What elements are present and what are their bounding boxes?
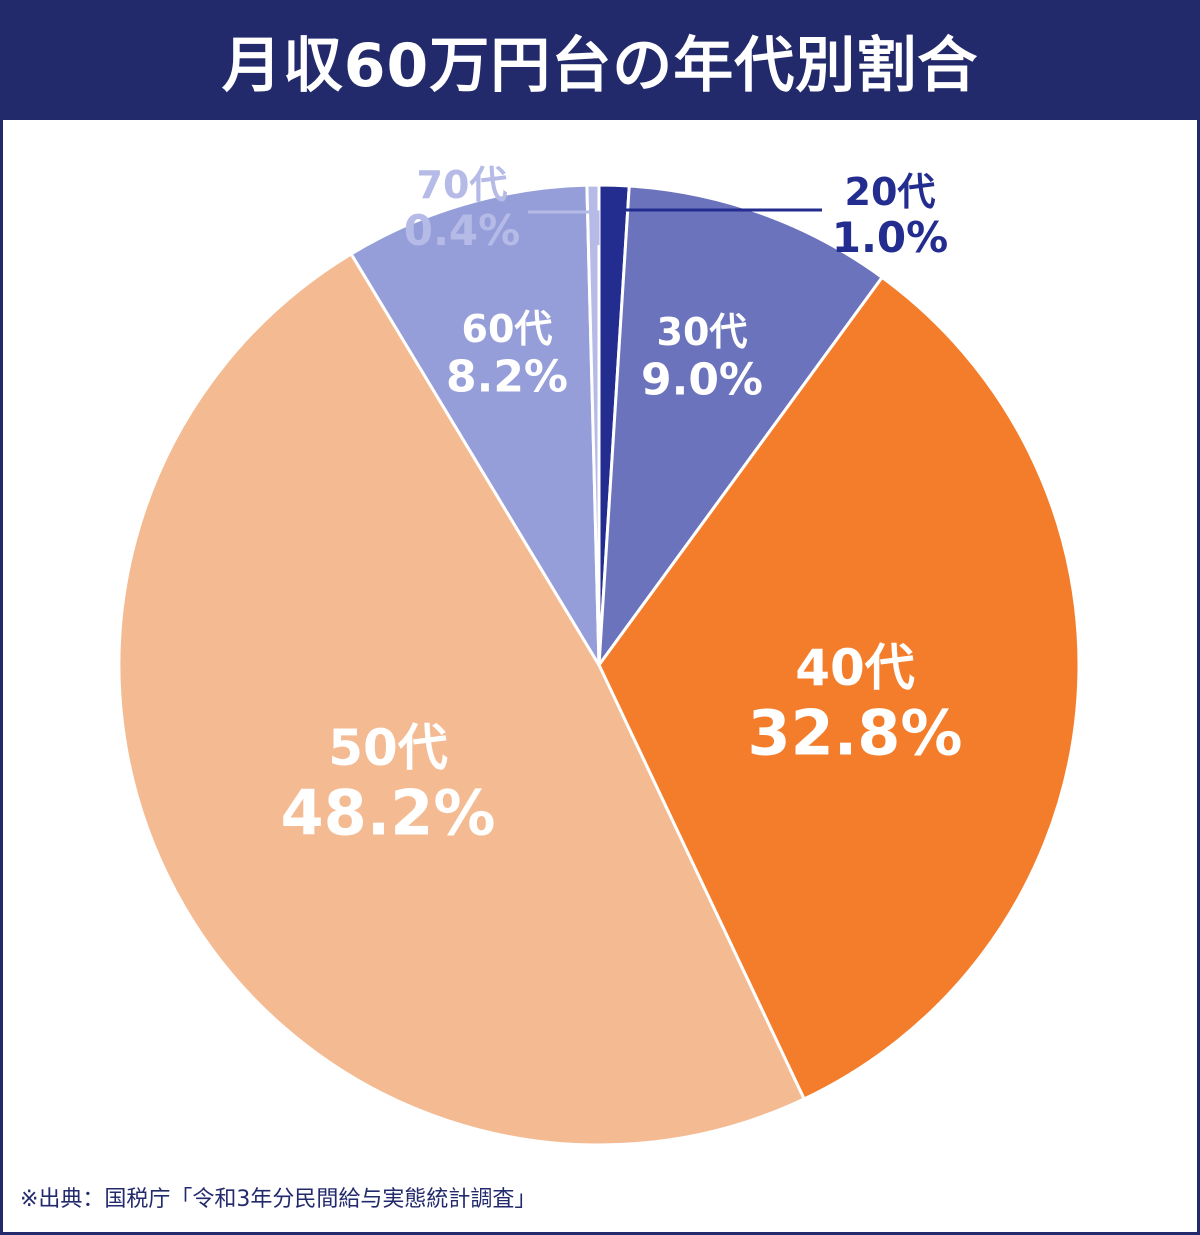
- chart-title: 月収60万円台の年代別割合: [221, 30, 979, 101]
- pie-slice-2: [597, 275, 1081, 1101]
- slice-label-4: 60代: [462, 307, 553, 351]
- slice-label-0: 20代: [845, 170, 936, 214]
- slice-label-3: 50代: [328, 719, 448, 777]
- source-note: ※出典：国税庁「令和3年分民間給与実態統計調査」: [20, 1187, 537, 1212]
- leader-line-0: [610, 208, 822, 245]
- pie-slice-5: [585, 183, 601, 667]
- pie-slice-4: [349, 183, 601, 667]
- slice-value-4: 8.2%: [446, 351, 568, 402]
- slice-value-2: 32.8%: [747, 696, 962, 769]
- chart-header: 月収60万円台の年代別割合: [0, 0, 1200, 120]
- pie-wedges: [117, 183, 1081, 1147]
- slice-value-0: 1.0%: [832, 213, 948, 262]
- leader-line-5: [528, 210, 600, 245]
- slice-label-2: 40代: [795, 639, 915, 697]
- pie-slice-1: [597, 184, 884, 667]
- pie-slice-3: [117, 252, 806, 1147]
- slice-value-5: 0.4%: [404, 206, 520, 255]
- slice-label-1: 30代: [657, 310, 748, 354]
- slice-value-1: 9.0%: [641, 354, 763, 405]
- slice-value-3: 48.2%: [280, 776, 495, 849]
- slice-label-5: 70代: [417, 163, 508, 207]
